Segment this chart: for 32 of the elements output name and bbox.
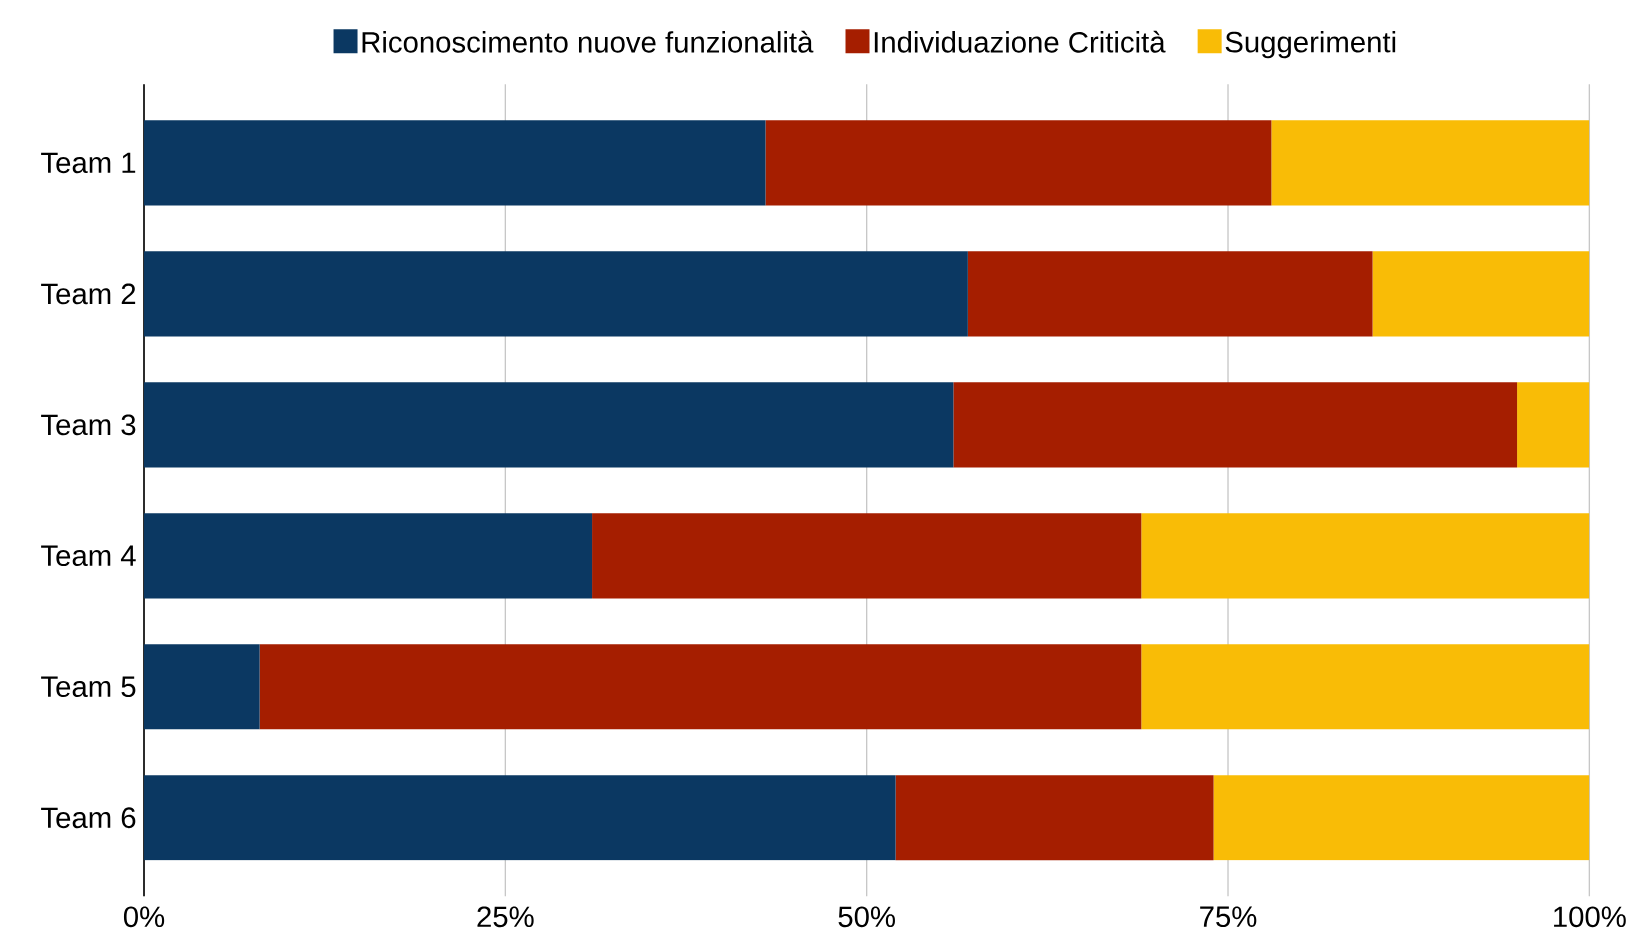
y-tick-label: Team 2 [41, 283, 136, 305]
legend-label: Suggerimenti [1225, 30, 1396, 59]
x-tick-label: 75% [1200, 906, 1257, 928]
bar [1141, 513, 1590, 599]
bar [953, 382, 1518, 468]
x-tick-label: 100% [1554, 906, 1626, 928]
y-tick-label: Team 4 [41, 545, 136, 567]
bar [144, 775, 896, 861]
bar [259, 644, 1142, 730]
bar [895, 775, 1214, 861]
bar [1213, 775, 1590, 861]
y-tick-label: Team 1 [41, 152, 136, 174]
x-tick-label: 0% [123, 906, 165, 928]
bar [1141, 644, 1590, 730]
bar [1271, 120, 1590, 206]
legend-label: Individuazione Criticità [874, 30, 1166, 53]
bar [144, 382, 954, 468]
y-tick-label: Team 5 [41, 676, 136, 698]
x-tick-label: 50% [838, 906, 895, 928]
bar [592, 513, 1142, 599]
y-tick-label: Team 3 [41, 414, 136, 436]
bar [1517, 382, 1590, 468]
y-tick-label: Team 6 [41, 807, 136, 829]
bar [765, 120, 1272, 206]
bar [144, 120, 766, 206]
bar [144, 513, 593, 599]
bar [144, 251, 968, 337]
bar [1372, 251, 1590, 337]
legend-label: Riconoscimento nuove funzionalità [362, 30, 814, 53]
bar [144, 644, 260, 730]
bar [967, 251, 1373, 337]
x-tick-label: 25% [477, 906, 534, 928]
